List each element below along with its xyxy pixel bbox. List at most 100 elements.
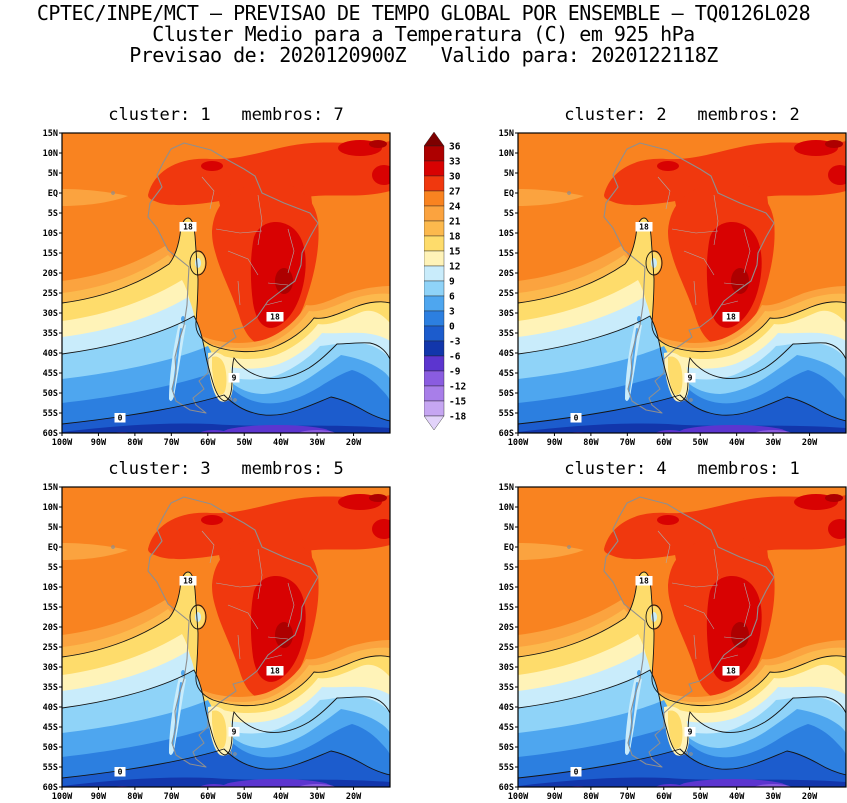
contour-label-box xyxy=(114,767,126,777)
contour-label: 0 xyxy=(574,768,579,777)
lat-tick-label: 10N xyxy=(499,503,514,513)
lon-tick-label: 80W xyxy=(583,792,599,802)
panel-title: cluster: 3 membros: 5 xyxy=(108,459,344,479)
lon-tick-label: 70W xyxy=(164,792,180,802)
colorbar-tick-label: 21 xyxy=(449,217,461,228)
colorbar-tick-label: 33 xyxy=(449,157,461,168)
lat-tick-label: 60S xyxy=(43,429,58,439)
colorbar-cell xyxy=(424,190,445,207)
colorbar-tick-label: -18 xyxy=(449,412,466,423)
colorbar-arrow-top xyxy=(424,131,445,147)
lat-tick-label: 10S xyxy=(43,583,58,593)
colorbar-cell xyxy=(424,175,445,192)
colorbar-tick-label: 27 xyxy=(449,187,460,198)
colorbar-tick-label: 24 xyxy=(449,202,461,213)
temperature-map-cluster-2: 15N 10N 5N EQ 5S 10S 15S 20S 25S 30S 35S 40S 45S 50S 5… xyxy=(499,129,847,448)
contour-labels: 18 18 9 0 xyxy=(570,222,740,423)
colorbar-tick-label: 9 xyxy=(449,277,455,288)
latitude-axis: 15N 10N 5N EQ 5S 10S 15S 20S 25S 30S 35S 40S 45S 50S 5… xyxy=(43,483,62,793)
contour-label: 18 xyxy=(726,313,736,322)
lat-tick-label: 5S xyxy=(504,209,514,219)
lon-tick-label: 30W xyxy=(309,438,325,448)
colorbar-cell xyxy=(424,265,445,282)
latitude-axis: 15N 10N 5N EQ 5S 10S 15S 20S 25S 30S 35S 40S 45S 50S 5… xyxy=(499,129,518,439)
lat-tick-label: 45S xyxy=(499,369,514,379)
colorbar-tick-label: 12 xyxy=(449,262,460,273)
lon-tick-label: 40W xyxy=(273,792,289,802)
colorbar-cell xyxy=(424,325,445,342)
lat-tick-label: 55S xyxy=(499,409,514,419)
lat-tick-label: 40S xyxy=(499,703,514,713)
lat-tick-label: 20S xyxy=(43,269,58,279)
lat-tick-label: 10S xyxy=(499,583,514,593)
lat-tick-label: 25S xyxy=(43,289,58,299)
colorbar-cell xyxy=(424,370,445,387)
lat-tick-label: 15S xyxy=(499,603,514,613)
lat-tick-label: 55S xyxy=(43,763,58,773)
lat-tick-label: 15N xyxy=(499,129,514,139)
lat-tick-label: 10N xyxy=(499,149,514,159)
panel-cluster-4: cluster: 4 membros: 1 15N 10N 5N EQ 5S 10S 15S… xyxy=(484,457,847,803)
lat-tick-label: 5S xyxy=(48,209,58,219)
colorbar-tick-label: -15 xyxy=(449,397,466,408)
lat-tick-label: 50S xyxy=(499,389,514,399)
lon-tick-label: 50W xyxy=(237,438,253,448)
lat-tick-label: 10S xyxy=(43,229,58,239)
lon-tick-label: 40W xyxy=(273,438,289,448)
colorbar-cell xyxy=(424,295,445,312)
contour-label-box xyxy=(228,727,240,737)
lat-tick-label: 20S xyxy=(499,269,514,279)
lon-tick-label: 60W xyxy=(200,438,216,448)
lat-tick-label: 30S xyxy=(43,663,58,673)
lat-tick-label: 50S xyxy=(43,389,58,399)
contour-label: 0 xyxy=(118,414,123,423)
longitude-axis: 100W 90W 80W 70W 60W 50W 40W 30W 20W xyxy=(508,787,818,802)
lon-tick-label: 70W xyxy=(164,438,180,448)
contour-label-box xyxy=(635,576,653,586)
lon-tick-label: 100W xyxy=(508,438,529,448)
lon-tick-label: 20W xyxy=(802,438,818,448)
longitude-axis: 100W 90W 80W 70W 60W 50W 40W 30W 20W xyxy=(508,433,818,448)
lon-tick-label: 50W xyxy=(693,792,709,802)
lat-tick-label: 10N xyxy=(43,503,58,513)
contour-label-box xyxy=(114,413,126,423)
contour-label: 9 xyxy=(232,728,237,737)
lat-tick-label: 5N xyxy=(504,169,514,179)
map-frame xyxy=(61,132,391,434)
lon-tick-label: 60W xyxy=(656,792,672,802)
colorbar-cell xyxy=(424,235,445,252)
contour-labels: 18 18 9 0 xyxy=(114,222,284,423)
lat-tick-label: 35S xyxy=(43,683,58,693)
colorbar-cell xyxy=(424,220,445,237)
latitude-axis: 15N 10N 5N EQ 5S 10S 15S 20S 25S 30S 35S 40S 45S 50S 5… xyxy=(43,129,62,439)
contour-label-box xyxy=(684,727,696,737)
contour-label-box xyxy=(635,222,653,232)
contour-label: 18 xyxy=(726,667,736,676)
lat-tick-label: 45S xyxy=(43,723,58,733)
lon-tick-label: 50W xyxy=(693,438,709,448)
lon-tick-label: 20W xyxy=(802,792,818,802)
colorbar-arrow-bottom xyxy=(424,415,445,431)
contour-label: 18 xyxy=(183,577,193,586)
lat-tick-label: 25S xyxy=(499,289,514,299)
contour-label: 18 xyxy=(270,313,280,322)
lat-tick-label: 5N xyxy=(504,523,514,533)
lat-tick-label: 35S xyxy=(499,683,514,693)
contour-label: 18 xyxy=(183,223,193,232)
longitude-axis: 100W 90W 80W 70W 60W 50W 40W 30W 20W xyxy=(52,433,362,448)
longitude-axis: 100W 90W 80W 70W 60W 50W 40W 30W 20W xyxy=(52,787,362,802)
lat-tick-label: 10N xyxy=(43,149,58,159)
colorbar-cell xyxy=(424,205,445,222)
contour-label: 9 xyxy=(688,728,693,737)
colorbar-cell xyxy=(424,385,445,402)
panel-cluster-1: cluster: 1 membros: 7 15N 10N 5N EQ 5S 10S 15S… xyxy=(28,103,394,449)
lon-tick-label: 70W xyxy=(620,438,636,448)
colorbar-tick-label: -3 xyxy=(449,337,461,348)
lat-tick-label: EQ xyxy=(504,189,514,199)
panel-cluster-2: cluster: 2 membros: 2 15N 10N 5N EQ 5S 10S 15S… xyxy=(484,103,847,449)
contour-labels: 18 18 9 0 xyxy=(570,576,740,777)
title-line-1: CPTEC/INPE/MCT — PREVISAO DE TEMPO GLOBA… xyxy=(36,1,811,25)
lon-tick-label: 80W xyxy=(583,438,599,448)
contour-label: 0 xyxy=(118,768,123,777)
contour-label: 18 xyxy=(639,577,649,586)
